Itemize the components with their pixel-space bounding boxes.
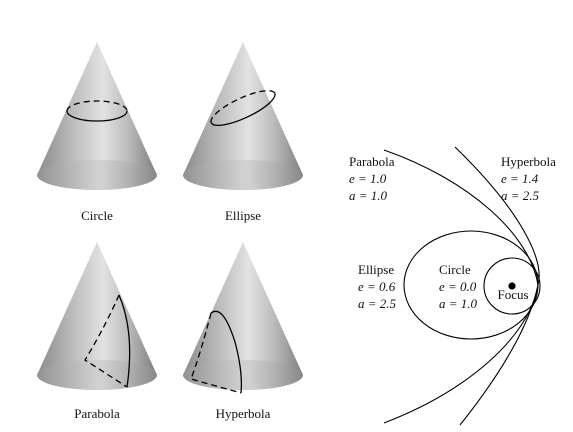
parabola-section-front xyxy=(118,294,131,388)
hyperbola-e: e = 1.4 xyxy=(501,171,539,186)
circle-section-front xyxy=(66,110,128,122)
orbit-diagram: Focus Parabola e = 1.0 a = 1.0 Hyperbola… xyxy=(349,146,556,426)
cone-label-parabola: Parabola xyxy=(74,406,120,421)
focus-point xyxy=(508,282,516,290)
parabola-e: e = 1.0 xyxy=(349,171,387,186)
ellipse-a: a = 2.5 xyxy=(358,296,397,311)
cone-parabola xyxy=(37,242,157,390)
cone-circle xyxy=(37,42,157,190)
focus-label: Focus xyxy=(497,287,528,302)
parabola-a: a = 1.0 xyxy=(349,188,388,203)
ellipse-e: e = 0.6 xyxy=(358,279,396,294)
parabola-section-back xyxy=(84,294,128,388)
hyperbola-section-back xyxy=(190,312,242,394)
hyperbola-name: Hyperbola xyxy=(501,154,556,169)
cone-label-hyperbola: Hyperbola xyxy=(216,406,271,421)
circle-a: a = 1.0 xyxy=(439,296,478,311)
circle-curve xyxy=(483,257,541,315)
hyperbola-section-front xyxy=(210,310,243,394)
cone-label-ellipse: Ellipse xyxy=(225,208,261,223)
circle-name: Circle xyxy=(439,262,471,277)
ellipse-curve xyxy=(403,230,539,340)
circle-e: e = 0.0 xyxy=(439,279,477,294)
ellipse-name: Ellipse xyxy=(358,262,394,277)
circle-section-back xyxy=(66,100,128,112)
ellipse-section-front xyxy=(210,92,276,126)
parabola-name: Parabola xyxy=(349,154,395,169)
cone-ellipse xyxy=(183,42,303,190)
cone-label-circle: Circle xyxy=(81,208,113,223)
hyperbola-a: a = 2.5 xyxy=(501,188,540,203)
ellipse-section-back xyxy=(210,90,276,124)
cone-hyperbola xyxy=(183,242,303,394)
